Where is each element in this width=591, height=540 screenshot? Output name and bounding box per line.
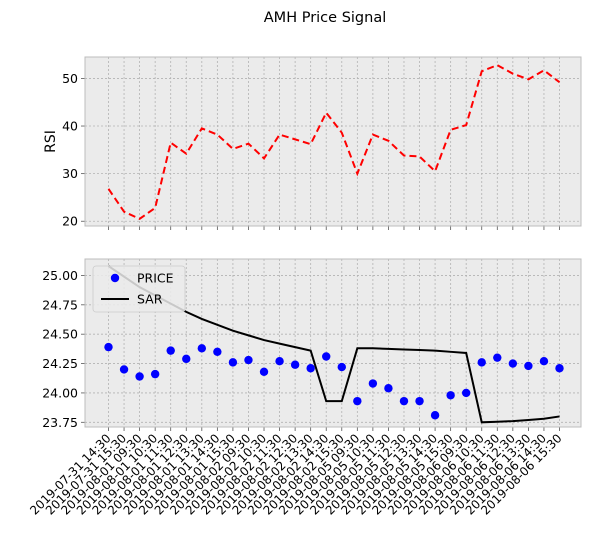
price-point (119, 365, 129, 374)
price-point (508, 359, 518, 368)
price-point (446, 391, 455, 400)
price-point (493, 353, 502, 362)
price-point (213, 347, 222, 357)
price-point (337, 362, 346, 372)
price-point (368, 379, 378, 388)
legend-price-label: PRICE (137, 271, 174, 286)
y-tick-label: 30 (62, 166, 78, 181)
y-tick-label: 25.00 (42, 268, 78, 283)
y-tick-label: 50 (62, 71, 78, 86)
y-tick-label: 24.00 (42, 385, 78, 400)
rsi-panel: 20 30 40 50 RSI (43, 56, 582, 230)
rsi-line (107, 63, 561, 221)
plot-frame (84, 56, 582, 227)
price-point (150, 369, 160, 379)
price-point (197, 344, 207, 353)
price-point (182, 354, 191, 364)
price-point (244, 355, 253, 365)
price-point (259, 367, 269, 376)
price-point (477, 358, 486, 367)
legend-sar-label: SAR (137, 292, 163, 307)
price-point (430, 411, 440, 420)
price-point (539, 357, 549, 366)
plot-frame (84, 258, 582, 428)
price-point (166, 346, 175, 355)
y-axis-label: RSI (43, 130, 59, 153)
price-point (384, 384, 393, 393)
price-point (135, 372, 144, 381)
price-point (322, 352, 331, 361)
price-point (290, 360, 300, 369)
plot-background (85, 57, 581, 226)
price-point (461, 388, 471, 398)
figure-title: AMH Price Signal (264, 10, 386, 26)
y-tick-label: 24.25 (42, 356, 78, 371)
price-point (524, 361, 533, 371)
price-point (306, 364, 315, 373)
y-tick-label: 24.50 (42, 327, 78, 342)
legend-price-marker (110, 273, 120, 283)
y-tick-label: 24.75 (42, 297, 78, 312)
price-point (228, 358, 238, 367)
y-tick-label: 20 (62, 214, 78, 229)
price-point (275, 357, 284, 366)
price-point (104, 342, 113, 352)
y-tick-label: 23.75 (42, 415, 78, 430)
price-point (415, 396, 424, 406)
price-point (399, 396, 409, 406)
y-tick-label: 40 (62, 119, 78, 134)
price-point (353, 396, 362, 406)
price-point (555, 364, 564, 373)
